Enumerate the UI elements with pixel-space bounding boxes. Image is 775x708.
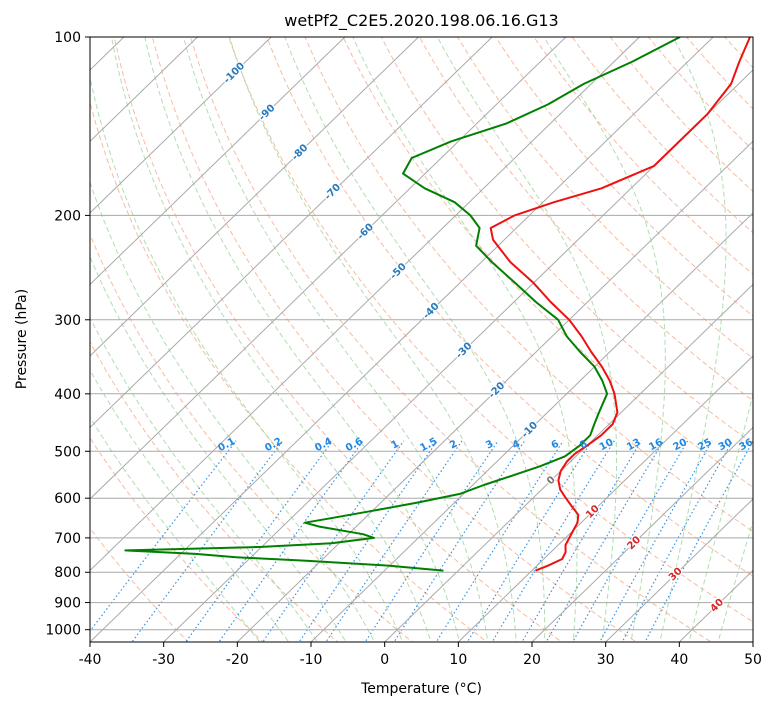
temperature-line xyxy=(489,37,751,572)
mixing-ratio-label: 1 xyxy=(389,439,400,452)
isobars xyxy=(90,37,753,631)
dry-adiabat xyxy=(304,37,753,533)
moist-adiabat xyxy=(717,519,753,642)
dry-adiabat xyxy=(189,37,713,642)
mixing-ratio-label: 6 xyxy=(550,439,561,452)
x-tick-label: 20 xyxy=(523,652,541,668)
y-axis-label: Pressure (hPa) xyxy=(14,289,30,389)
moist-adiabat xyxy=(659,37,727,642)
isotherm xyxy=(531,426,753,642)
y-tick-label: 300 xyxy=(54,313,81,329)
y-tick-label: 500 xyxy=(54,444,81,460)
x-tick-label: 30 xyxy=(597,652,615,668)
mixing-ratio-line xyxy=(599,440,713,642)
moist-adiabat xyxy=(90,75,404,642)
x-tick-label: 10 xyxy=(449,652,467,668)
isotherm xyxy=(90,37,199,143)
isotherm xyxy=(236,140,753,642)
mixing-ratio-line xyxy=(545,440,665,642)
mixing-ratio-line xyxy=(572,440,689,642)
moist-adiabat xyxy=(436,37,618,642)
moist-adiabat xyxy=(90,255,347,642)
moist-adiabat xyxy=(144,37,460,642)
isotherm xyxy=(90,37,346,286)
dry-adiabat xyxy=(457,37,753,359)
x-tick-label: -10 xyxy=(300,652,323,668)
isotherms xyxy=(90,37,753,642)
mixing-ratio-line xyxy=(90,440,237,633)
y-tick-label: 400 xyxy=(54,387,81,403)
mixing-ratio-label: 36 xyxy=(737,437,754,453)
moist-adiabat xyxy=(90,180,376,642)
x-tick-label: -40 xyxy=(79,652,102,668)
mixing-ratio-line xyxy=(435,440,564,642)
dry-adiabat xyxy=(90,340,339,642)
axes: -40 -30 -20 -10 0 10 20 30 40 50 100 200 300 400 500 60… xyxy=(45,30,762,668)
isotherm xyxy=(605,498,753,642)
moist-adiabat xyxy=(90,369,290,642)
isotherm xyxy=(457,355,753,642)
mixing-ratio-label: 2 xyxy=(448,439,459,452)
moist-adiabats xyxy=(90,37,753,642)
moist-adiabat xyxy=(543,37,666,642)
x-axis-label: Temperature (°C) xyxy=(360,681,482,697)
mixing-ratio-line xyxy=(644,440,753,642)
mixing-ratio-lines xyxy=(90,440,753,642)
moist-adiabat xyxy=(688,392,753,642)
moist-adiabat xyxy=(90,316,319,642)
dry-adiabat xyxy=(418,37,753,402)
moist-adiabat xyxy=(284,37,546,642)
mixing-ratio-line xyxy=(621,440,734,642)
dry-adiabat xyxy=(228,37,753,623)
mixing-ratio-label: 8 xyxy=(578,439,589,452)
isotherm xyxy=(310,212,753,642)
x-tick-label: -30 xyxy=(152,652,175,668)
mixing-ratio-line xyxy=(325,440,463,642)
mixing-ratio-line xyxy=(393,440,526,642)
isotherm xyxy=(90,37,272,214)
y-tick-label: 900 xyxy=(54,596,81,612)
mixing-ratio-line xyxy=(491,440,615,642)
y-tick-label: 700 xyxy=(54,531,81,547)
dry-adiabats xyxy=(90,37,753,642)
x-tick-label: 50 xyxy=(744,652,762,668)
data-series xyxy=(124,37,751,572)
y-tick-label: 1000 xyxy=(45,623,81,639)
isotherm xyxy=(90,37,714,642)
y-tick-label: 600 xyxy=(54,491,81,507)
plot-area: 0.1 0.2 0.4 0.6 1 1.5 2 3 4 6 8 10 13 16 20 25 30 36-100-… xyxy=(90,37,754,642)
isotherm xyxy=(90,37,420,357)
dewpoint-line xyxy=(124,37,681,572)
moist-adiabat xyxy=(183,37,489,642)
dry-adiabat xyxy=(90,233,414,642)
mixing-ratio-label: 4 xyxy=(511,439,522,452)
mixing-ratio-label: 3 xyxy=(484,439,495,452)
dry-adiabat xyxy=(90,527,190,642)
isotherm xyxy=(384,283,753,642)
dry-adiabat xyxy=(151,37,638,642)
moist-adiabat xyxy=(111,37,432,642)
x-tick-label: 40 xyxy=(670,652,688,668)
chart-title: wetPf2_C2E5.2020.198.06.16.G13 xyxy=(284,11,558,31)
mixing-ratio-line xyxy=(218,440,364,642)
y-tick-label: 100 xyxy=(54,30,81,46)
isotherm xyxy=(90,37,493,429)
moist-adiabat xyxy=(229,37,517,642)
moist-adiabat xyxy=(352,37,578,642)
isotherm xyxy=(90,37,567,500)
x-tick-label: 0 xyxy=(380,652,389,668)
x-tick-label: -20 xyxy=(226,652,249,668)
dry-adiabat xyxy=(113,37,563,642)
y-tick-label: 800 xyxy=(54,565,81,581)
mixing-ratio-line xyxy=(521,440,643,642)
isotherm xyxy=(90,37,641,572)
plot-frame xyxy=(89,36,754,643)
dry-adiabat xyxy=(90,99,488,642)
dry-adiabat xyxy=(90,437,264,642)
y-tick-label: 200 xyxy=(54,208,81,224)
